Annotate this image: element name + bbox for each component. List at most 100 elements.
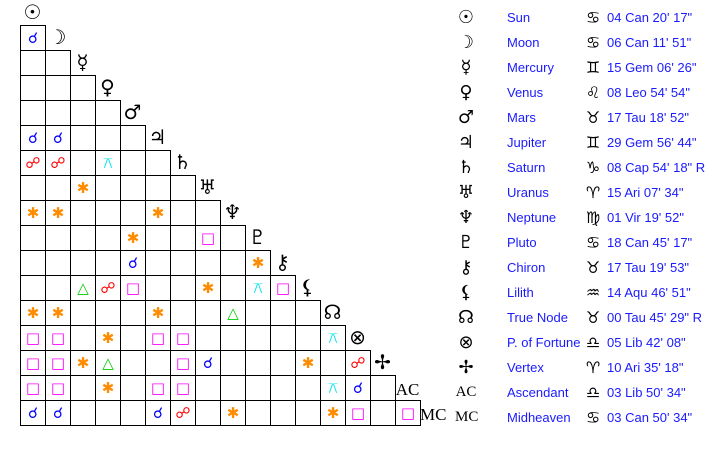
aspect-cell [70, 200, 96, 226]
body-name[interactable]: P. of Fortune [507, 335, 581, 350]
midheaven-icon: MC [455, 409, 479, 425]
zodiac-sign-icon: ♑ [585, 158, 601, 177]
aspect-cell [45, 250, 71, 276]
body-name[interactable]: Uranus [507, 185, 549, 200]
aspect-cell [245, 375, 271, 401]
aspect-cell [120, 200, 146, 226]
square-aspect-icon: □ [170, 375, 196, 401]
aspect-cell [245, 400, 271, 426]
zodiac-sign-icon: ♋ [585, 233, 601, 252]
ascendant-glyph-icon: AC [395, 380, 420, 399]
aspect-cell [70, 300, 96, 326]
chiron-icon: ⚷ [459, 257, 473, 278]
square-aspect-icon: □ [45, 375, 71, 401]
aspect-cell [95, 400, 121, 426]
aspect-cell [120, 300, 146, 326]
aspect-cell [195, 400, 221, 426]
body-name[interactable]: Vertex [507, 360, 544, 375]
sextile-aspect-icon: ✱ [120, 225, 146, 251]
aspect-cell [295, 300, 321, 326]
aspect-cell [270, 375, 296, 401]
opposition-aspect-icon: ☍ [345, 350, 371, 376]
body-position: 15 Ari 07' 34" [607, 185, 684, 200]
sextile-aspect-icon: ✱ [320, 400, 346, 426]
neptune-glyph-icon: ♆ [223, 200, 242, 224]
body-name[interactable]: Lilith [507, 285, 534, 300]
aspect-cell [120, 175, 146, 201]
pluto-icon: ♇ [457, 232, 475, 253]
square-aspect-icon: □ [20, 325, 46, 351]
body-name[interactable]: Sun [507, 10, 531, 25]
body-row-midheaven: MC Midheaven ♋ 03 Can 50' 34" [450, 405, 705, 430]
aspect-cell [45, 50, 71, 76]
true-node-glyph-icon: ☊ [323, 300, 342, 324]
aspect-cell [20, 225, 46, 251]
p-of-fortune-icon: ⊗ [458, 332, 474, 353]
aspect-cell [270, 325, 296, 351]
conjunction-aspect-icon: ☌ [20, 400, 46, 426]
square-aspect-icon: □ [345, 400, 371, 426]
aspect-cell [295, 375, 321, 401]
square-aspect-icon: □ [120, 275, 146, 301]
jupiter-icon: ♃ [457, 132, 475, 153]
body-row-neptune: ♆ Neptune ♍ 01 Vir 19' 52" [450, 205, 705, 230]
aspect-cell [170, 175, 196, 201]
body-row-true-node: ☊ True Node ♉ 00 Tau 45' 29" R [450, 305, 705, 330]
body-name[interactable]: Ascendant [507, 385, 569, 400]
aspect-cell [120, 125, 146, 151]
body-position: 05 Lib 42' 08" [607, 335, 686, 350]
square-aspect-icon: □ [20, 350, 46, 376]
body-position: 29 Gem 56' 44" [607, 135, 697, 150]
trine-aspect-icon: △ [70, 275, 96, 301]
body-name[interactable]: Neptune [507, 210, 557, 225]
aspect-cell [95, 175, 121, 201]
aspect-cell [45, 275, 71, 301]
aspect-cell [220, 250, 246, 276]
aspect-cell [20, 75, 46, 101]
aspect-cell [70, 400, 96, 426]
aspect-cell [45, 100, 71, 126]
zodiac-sign-icon: ♍ [585, 208, 601, 227]
quincunx-aspect-icon: ⚻ [320, 325, 346, 351]
zodiac-sign-icon: ♋ [585, 8, 601, 27]
uranus-glyph-icon: ♅ [198, 175, 217, 199]
body-name[interactable]: Saturn [507, 160, 546, 175]
aspect-cell [245, 300, 271, 326]
body-row-p-of-fortune: ⊗ P. of Fortune ♎ 05 Lib 42' 08" [450, 330, 705, 355]
aspect-cell [70, 250, 96, 276]
aspect-cell [20, 250, 46, 276]
aspect-cell [95, 300, 121, 326]
zodiac-sign-icon: ♊ [585, 133, 601, 152]
aspect-cell [95, 100, 121, 126]
body-name[interactable]: True Node [507, 310, 568, 325]
p-of-fortune-glyph-icon: ⊗ [349, 325, 366, 349]
aspect-cell [270, 300, 296, 326]
aspect-cell [145, 225, 171, 251]
body-row-venus: ♀ Venus ♌ 08 Leo 54' 54" [450, 80, 705, 105]
aspect-cell [170, 275, 196, 301]
body-name[interactable]: Jupiter [507, 135, 547, 150]
body-position: 14 Aqu 46' 51" [607, 285, 691, 300]
aspect-cell [170, 300, 196, 326]
aspect-cell [170, 200, 196, 226]
body-name[interactable]: Pluto [507, 235, 537, 250]
mars-icon: ♂ [457, 107, 475, 128]
body-name[interactable]: Mercury [507, 60, 554, 75]
body-name[interactable]: Mars [507, 110, 536, 125]
quincunx-aspect-icon: ⚻ [320, 375, 346, 401]
square-aspect-icon: □ [395, 400, 421, 426]
aspect-cell [120, 325, 146, 351]
aspect-cell [70, 75, 96, 101]
aspect-cell [95, 125, 121, 151]
sextile-aspect-icon: ✱ [95, 325, 121, 351]
body-name[interactable]: Chiron [507, 260, 546, 275]
aspect-cell [70, 325, 96, 351]
opposition-aspect-icon: ☍ [45, 150, 71, 176]
aspect-cell [145, 175, 171, 201]
body-name[interactable]: Moon [507, 35, 540, 50]
aspect-cell [270, 350, 296, 376]
body-name[interactable]: Venus [507, 85, 544, 100]
body-name[interactable]: Midheaven [507, 410, 571, 425]
aspect-cell [295, 400, 321, 426]
sextile-aspect-icon: ✱ [145, 200, 171, 226]
